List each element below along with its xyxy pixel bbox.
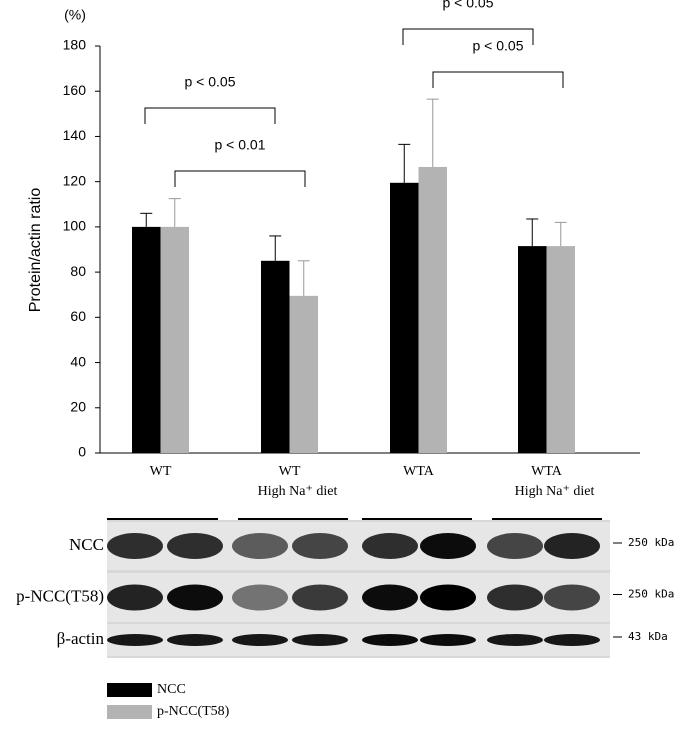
y-tick-label: 100 xyxy=(63,218,87,234)
y-axis-label: Protein/actin ratio xyxy=(27,188,44,313)
y-tick-label: 40 xyxy=(70,353,86,369)
significance-bracket xyxy=(144,107,276,124)
bar xyxy=(132,226,161,453)
blot-band xyxy=(487,634,543,646)
y-tick-label: 60 xyxy=(70,308,86,324)
blot-band xyxy=(167,533,223,559)
significance-label: p < 0.01 xyxy=(215,137,266,153)
blot-label: p-NCC(T58) xyxy=(16,586,104,605)
blot-band xyxy=(167,634,223,646)
blot-band xyxy=(420,634,476,646)
marker-label: 43 kDa xyxy=(628,630,668,643)
y-tick-label: 120 xyxy=(63,172,87,188)
y-tick-label: 20 xyxy=(70,398,86,414)
blot-band xyxy=(420,533,476,559)
blot-band xyxy=(362,584,418,611)
blot-band xyxy=(487,533,543,559)
significance-bracket xyxy=(174,170,306,187)
blot-band xyxy=(107,584,163,611)
legend-swatch xyxy=(107,705,152,719)
y-tick-label: 80 xyxy=(70,263,86,279)
legend-swatch xyxy=(107,683,152,697)
y-tick-label: 160 xyxy=(63,82,87,98)
marker-label: 250 kDa xyxy=(628,536,674,549)
significance-label: p < 0.05 xyxy=(185,74,236,90)
blot-band xyxy=(107,634,163,646)
bar xyxy=(418,166,447,453)
y-tick-label: 0 xyxy=(78,444,86,460)
blot-band xyxy=(362,634,418,646)
x-tick-label: WTA xyxy=(531,464,563,479)
blot-band xyxy=(292,584,348,611)
blot-band xyxy=(544,634,600,646)
x-tick-label: WT xyxy=(279,464,301,479)
x-tick-label: High Na⁺ diet xyxy=(515,484,595,499)
x-tick-label: WT xyxy=(150,464,172,479)
blot-band xyxy=(232,584,288,611)
bar xyxy=(289,295,318,453)
blot-band xyxy=(232,634,288,646)
blot-band xyxy=(167,584,223,611)
significance-bracket xyxy=(432,71,564,88)
y-unit: (%) xyxy=(64,7,86,23)
y-tick-label: 140 xyxy=(63,127,87,143)
blot-label: NCC xyxy=(69,535,104,554)
significance-label: p < 0.05 xyxy=(443,0,494,11)
blot-band xyxy=(232,533,288,559)
blot-band xyxy=(420,584,476,611)
blot-band xyxy=(362,533,418,559)
bar xyxy=(546,246,575,453)
blot-band xyxy=(107,533,163,559)
bar xyxy=(518,246,547,453)
legend-label: NCC xyxy=(157,682,186,697)
significance-label: p < 0.05 xyxy=(473,38,524,54)
blot-band xyxy=(292,634,348,646)
blot: NCC 250 kDa p-NCC(T58) 250 kDa β-actin 43 kDa xyxy=(16,518,674,656)
marker-label: 250 kDa xyxy=(628,588,674,601)
blot-band xyxy=(487,584,543,611)
blot-label: β-actin xyxy=(57,629,105,648)
significance-bracket xyxy=(402,28,534,45)
x-tick-label: WTA xyxy=(403,464,435,479)
x-tick-label: High Na⁺ diet xyxy=(258,484,338,499)
blot-band xyxy=(544,584,600,611)
bar xyxy=(390,182,419,453)
legend-label: p-NCC(T58) xyxy=(157,704,230,719)
y-tick-label: 180 xyxy=(63,37,87,53)
blot-band xyxy=(544,533,600,559)
bar xyxy=(160,226,189,453)
bar xyxy=(261,260,290,453)
blot-band xyxy=(292,533,348,559)
